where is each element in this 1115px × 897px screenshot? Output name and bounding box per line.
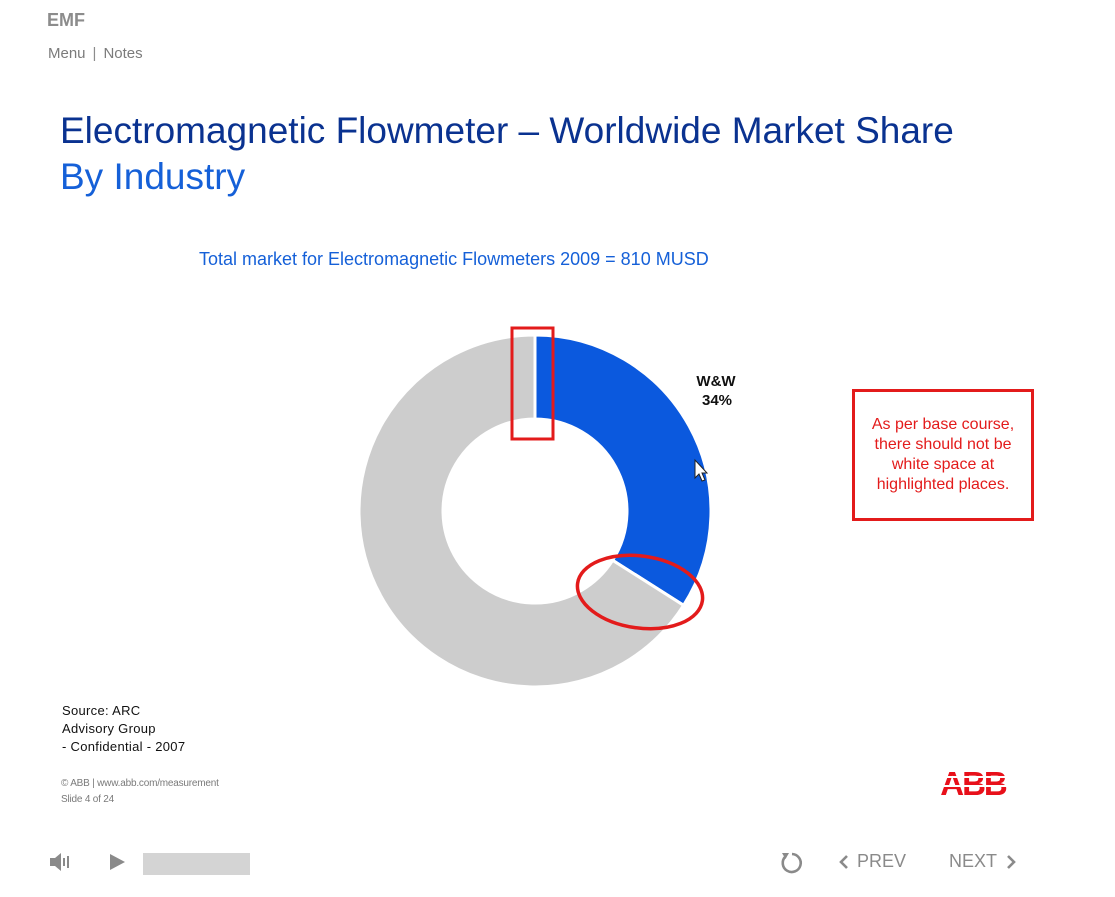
abb-logo: ABB <box>937 768 1009 798</box>
slide-title: Electromagnetic Flowmeter – Worldwide Ma… <box>60 110 954 151</box>
top-nav: Menu | Notes <box>48 45 143 62</box>
chevron-right-icon <box>1007 854 1016 869</box>
nav-separator: | <box>92 45 97 62</box>
source-line: - Confidential - 2007 <box>62 739 186 754</box>
source-line: Advisory Group <box>62 721 156 736</box>
next-button[interactable]: NEXT <box>949 851 1017 872</box>
prev-button[interactable]: PREV <box>838 851 906 872</box>
slide-counter: Slide 4 of 24 <box>61 794 114 805</box>
prev-label: PREV <box>857 851 907 871</box>
svg-text:ABB: ABB <box>940 768 1007 798</box>
review-note: As per base course, there should not be … <box>852 389 1034 521</box>
copyright-text: © ABB | www.abb.com/measurement <box>61 778 219 789</box>
slide-title-line2: By Industry <box>60 156 246 197</box>
highlight-rect-annotation <box>510 326 555 441</box>
notes-link[interactable]: Notes <box>103 45 143 62</box>
source-line: Source: ARC <box>62 703 141 718</box>
replay-icon[interactable] <box>779 850 805 876</box>
menu-link[interactable]: Menu <box>48 45 86 62</box>
donut-slice <box>533 333 713 608</box>
chevron-left-icon <box>839 854 848 869</box>
speaker-icon[interactable] <box>48 851 72 873</box>
donut-slice <box>357 333 686 689</box>
highlight-ellipse-annotation <box>575 553 705 631</box>
slide-subtitle: Total market for Electromagnetic Flowmet… <box>199 249 709 269</box>
source-note: Source: ARC Advisory Group - Confidentia… <box>62 702 185 756</box>
slice-value-label: 34% <box>702 392 732 409</box>
mouse-cursor-icon <box>694 458 709 482</box>
footer-info: © ABB | www.abb.com/measurement Slide 4 … <box>61 776 219 808</box>
app-title: EMF <box>47 10 85 30</box>
market-share-donut-chart: W&W 34% <box>357 326 736 689</box>
progress-bar[interactable] <box>143 853 250 875</box>
slice-label: W&W <box>696 373 736 390</box>
play-icon[interactable] <box>107 852 127 872</box>
next-label: NEXT <box>949 851 998 871</box>
